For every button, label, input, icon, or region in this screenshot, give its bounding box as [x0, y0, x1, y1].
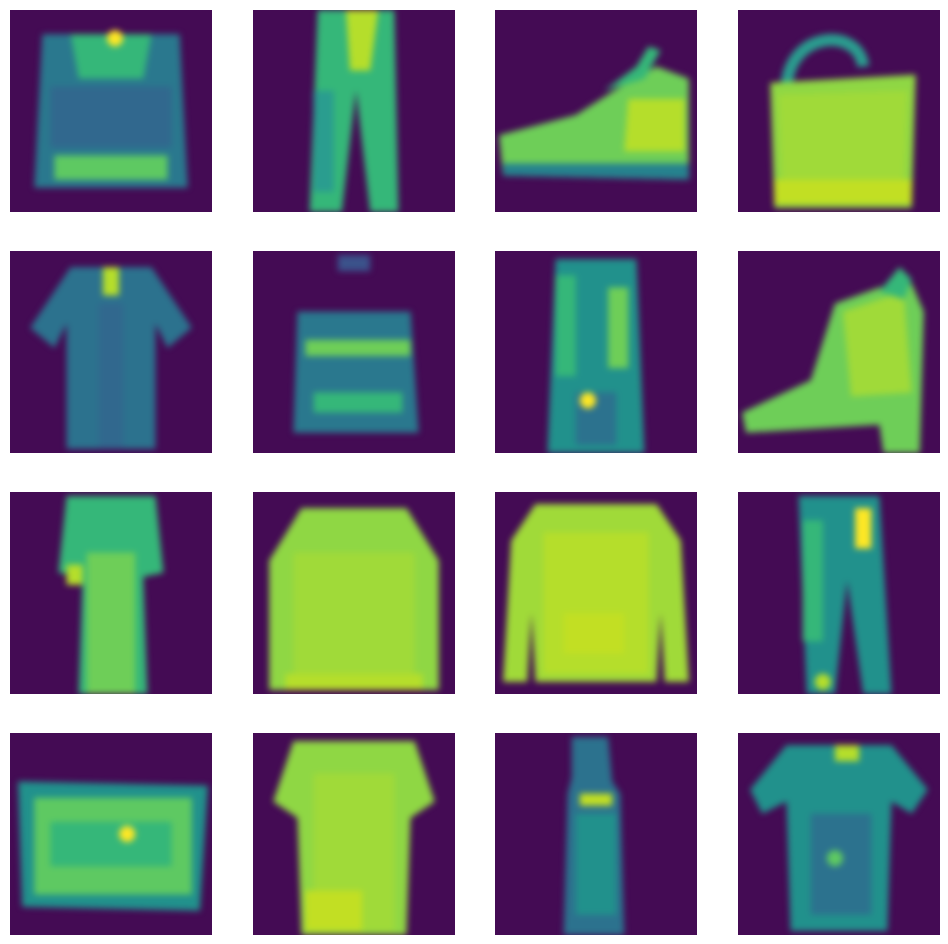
pullover-icon — [495, 492, 697, 694]
grid-tile-shirt — [10, 251, 212, 453]
grid-tile-t-shirt — [253, 733, 455, 935]
grid-tile-trouser — [738, 492, 940, 694]
trouser-icon — [738, 492, 940, 694]
dress-icon — [495, 251, 697, 453]
grid-tile-bag — [10, 733, 212, 935]
coat-icon — [10, 10, 212, 212]
bag-icon — [253, 251, 455, 453]
grid-tile-dress — [10, 492, 212, 694]
grid-tile-t-shirt — [738, 733, 940, 935]
t-shirt-icon — [253, 733, 455, 935]
bag-icon — [10, 733, 212, 935]
pullover-icon — [253, 492, 455, 694]
grid-tile-pullover — [253, 492, 455, 694]
grid-tile-bag — [253, 251, 455, 453]
bag-icon — [738, 10, 940, 212]
grid-tile-coat — [10, 10, 212, 212]
ankle-boot-icon — [738, 251, 940, 453]
sneaker-icon — [495, 10, 697, 212]
grid-tile-pullover — [495, 492, 697, 694]
grid-tile-sneaker — [495, 10, 697, 212]
dress-icon — [10, 492, 212, 694]
grid-tile-bag — [738, 10, 940, 212]
t-shirt-icon — [738, 733, 940, 935]
grid-tile-dress — [495, 733, 697, 935]
grid-tile-dress — [495, 251, 697, 453]
shirt-icon — [10, 251, 212, 453]
trouser-icon — [253, 10, 455, 212]
grid-tile-trouser — [253, 10, 455, 212]
dress-icon — [495, 733, 697, 935]
grid-tile-ankle-boot — [738, 251, 940, 453]
